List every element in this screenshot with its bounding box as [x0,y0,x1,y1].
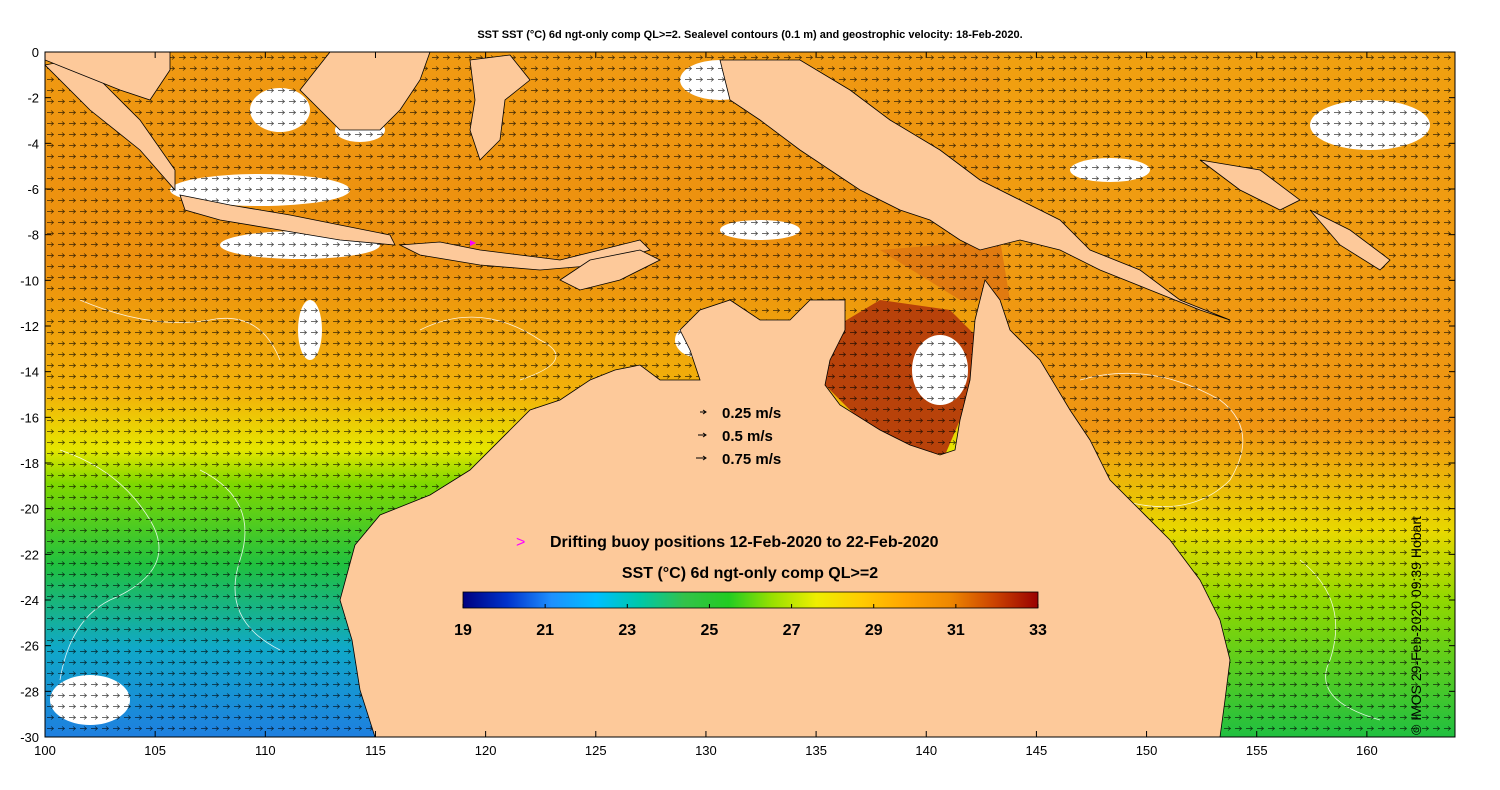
velocity-key-label: 0.75 m/s [722,451,781,468]
borneo-island [299,52,431,131]
colorbar-tick-label: 31 [947,622,965,639]
map-title: SST SST (°C) 6d ngt-only comp QL>=2. Sea… [477,29,1023,41]
x-tick-label: 155 [1246,743,1268,758]
velocity-key-arrow [698,432,707,438]
buoy-legend-marker: > [516,534,525,551]
latitude-axis: 0 -2 -4 -6 -8 -10 -12 -14 -16 -18 -20 -22 -24 -26 -28 -… [20,45,1455,745]
y-tick-label: -2 [27,91,39,106]
y-tick-label: 0 [32,45,39,60]
colorbar-tick-label: 25 [701,622,719,639]
y-tick-label: -12 [20,319,39,334]
velocity-key: 0.25 m/s 0.5 m/s 0.75 m/s [696,405,781,468]
y-tick-label: -20 [20,502,39,517]
x-tick-label: 115 [365,743,386,758]
colorbar-tick-label: 21 [536,622,554,639]
x-tick-label: 130 [695,743,717,758]
x-tick-label: 110 [255,743,276,758]
velocity-key-arrow [700,409,707,415]
y-tick-label: -28 [20,684,39,699]
colorbar-tick-label: 29 [865,622,883,639]
x-tick-label: 135 [805,743,827,758]
imos-credit: © IMOS 29-Feb-2020 09:39 Hobart [1408,516,1424,735]
buoy-legend: > Drifting buoy positions 12-Feb-2020 to… [516,534,939,551]
x-tick-label: 120 [475,743,497,758]
y-tick-label: -14 [20,365,39,380]
colorbar-tick-label: 33 [1029,622,1047,639]
australia-landmass [339,279,1231,737]
y-tick-label: -16 [20,410,39,425]
y-tick-label: -22 [20,547,39,562]
map-plot-area [45,52,1455,737]
velocity-key-label: 0.5 m/s [722,428,773,445]
y-tick-label: -24 [20,593,39,608]
new-guinea-island [719,59,1231,321]
colorbar-tick-label: 27 [783,622,801,639]
velocity-key-arrow [696,455,707,461]
y-tick-label: -18 [20,456,39,471]
x-tick-label: 125 [585,743,607,758]
drifting-buoy-markers [470,240,476,246]
sst-colorbar: SST (°C) 6d ngt-only comp QL>=2 19 21 23 25… [454,565,1047,639]
x-tick-label: 140 [915,743,937,758]
y-tick-label: -26 [20,639,39,654]
x-tick-label: 100 [34,743,56,758]
map-frame [44,51,1456,738]
java-island [179,194,396,246]
longitude-axis: 100 105 110 115 120 125 130 135 140 145 150 155 160 [34,52,1378,758]
land-masses [45,52,1391,737]
x-tick-label: 160 [1356,743,1378,758]
colorbar-tick-label: 23 [618,622,636,639]
y-tick-label: -6 [27,182,39,197]
x-tick-label: 105 [144,743,166,758]
y-tick-label: -4 [27,136,39,151]
colorbar-gradient [462,591,1039,609]
y-tick-label: -8 [27,228,39,243]
buoy-legend-label: Drifting buoy positions 12-Feb-2020 to 2… [550,534,939,551]
colorbar-title: SST (°C) 6d ngt-only comp QL>=2 [622,565,878,582]
colorbar-ticks: 19 21 23 25 27 29 31 33 [454,604,1047,639]
velocity-key-label: 0.25 m/s [722,405,781,422]
y-tick-label: -10 [20,273,39,288]
y-tick-label: -30 [20,730,39,745]
x-tick-label: 145 [1026,743,1048,758]
x-tick-label: 150 [1136,743,1158,758]
sulawesi-island [469,54,531,161]
colorbar-tick-label: 19 [454,622,472,639]
